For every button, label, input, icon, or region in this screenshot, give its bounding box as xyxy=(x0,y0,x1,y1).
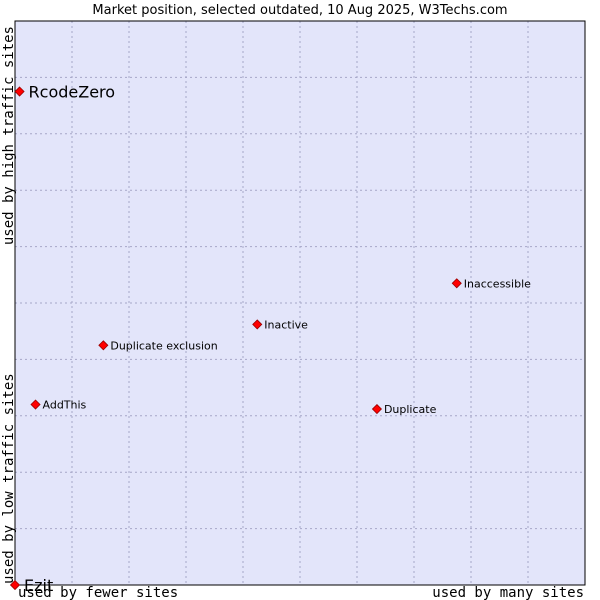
point-label: Duplicate xyxy=(384,403,437,416)
chart-title: Market position, selected outdated, 10 A… xyxy=(92,3,507,18)
point-marker xyxy=(98,340,109,351)
data-points: RcodeZero Inaccessible Inactive Duplicate e… xyxy=(9,83,531,595)
point-marker xyxy=(14,86,25,97)
point-marker xyxy=(451,278,462,289)
point-marker xyxy=(252,319,263,330)
data-point: Duplicate xyxy=(371,403,437,416)
x-axis-label-left: used by fewer sites xyxy=(18,585,178,600)
point-marker xyxy=(9,579,21,591)
data-point: Ezit xyxy=(9,576,53,595)
point-label: Inactive xyxy=(264,318,308,331)
data-point: Duplicate exclusion xyxy=(98,339,218,352)
point-label: AddThis xyxy=(43,399,87,412)
x-axis-label-right: used by many sites xyxy=(432,585,584,600)
data-point: Inaccessible xyxy=(451,277,531,290)
point-marker xyxy=(30,399,41,410)
data-point: RcodeZero xyxy=(14,83,116,102)
point-marker xyxy=(371,403,383,415)
y-axis-label-bottom: used by low traffic sites xyxy=(1,373,17,584)
plot-border xyxy=(14,20,586,586)
point-label: Ezit xyxy=(24,576,53,595)
grid-lines xyxy=(15,21,585,585)
data-point: AddThis xyxy=(30,399,87,412)
point-label: Duplicate exclusion xyxy=(110,339,217,352)
y-axis-label-top: used by high traffic sites xyxy=(1,26,17,245)
data-point: Inactive xyxy=(252,318,308,331)
point-label: RcodeZero xyxy=(29,83,116,102)
point-label: Inaccessible xyxy=(464,277,531,290)
